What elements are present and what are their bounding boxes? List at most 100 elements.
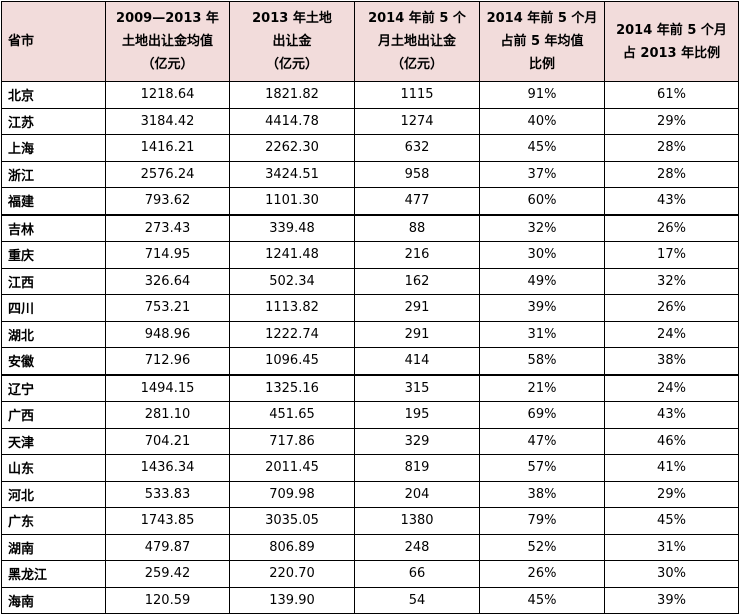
cell-province: 上海 [1, 134, 106, 162]
header-line: 2013 年土地 [252, 11, 332, 26]
header-line: 2009—2013 年 [116, 11, 219, 26]
table-row: 湖北 948.96 1222.74 291 31% 24% [1, 320, 739, 348]
table-row: 吉林 273.43 339.48 88 32% 26% [1, 213, 739, 242]
cell-avg-2009-2013: 714.95 [105, 241, 230, 269]
header-line: 月土地出让金 [377, 34, 456, 49]
cell-ratio-avg: 40% [479, 107, 605, 135]
cell-first5m-2014: 248 [354, 533, 480, 561]
cell-avg-2009-2013: 273.43 [105, 213, 230, 242]
cell-province: 广西 [1, 401, 106, 429]
table-row: 福建 793.62 1101.30 477 60% 43% [1, 187, 739, 215]
table-header: 省市 2009—2013 年 土地出让金均值 （亿元） 2013 年土地 出让金… [1, 1, 739, 82]
cell-ratio-2013: 29% [604, 107, 739, 135]
cell-ratio-avg: 31% [479, 320, 605, 348]
cell-ratio-avg: 45% [479, 134, 605, 162]
header-line: 比例 [528, 57, 555, 72]
header-line: （亿元） [390, 57, 443, 72]
cell-first5m-2014: 88 [354, 213, 480, 242]
cell-ratio-2013: 61% [604, 81, 739, 109]
cell-province: 辽宁 [1, 373, 106, 402]
cell-ratio-avg: 69% [479, 401, 605, 429]
cell-avg-2009-2013: 281.10 [105, 401, 230, 429]
table-row: 四川 753.21 1113.82 291 39% 26% [1, 294, 739, 322]
cell-first5m-2014: 958 [354, 160, 480, 188]
cell-avg-2009-2013: 326.64 [105, 267, 230, 295]
cell-first5m-2014: 54 [354, 586, 480, 614]
table-row: 安徽 712.96 1096.45 414 58% 38% [1, 347, 739, 375]
table-row: 湖南 479.87 806.89 248 52% 31% [1, 533, 739, 561]
cell-province: 安徽 [1, 347, 106, 375]
cell-ratio-avg: 91% [479, 81, 605, 109]
cell-avg-2009-2013: 120.59 [105, 586, 230, 614]
cell-ratio-2013: 26% [604, 294, 739, 322]
cell-ratio-2013: 24% [604, 320, 739, 348]
cell-avg-2009-2013: 753.21 [105, 294, 230, 322]
header-row: 省市 2009—2013 年 土地出让金均值 （亿元） 2013 年土地 出让金… [1, 1, 739, 82]
cell-2013: 3035.05 [229, 507, 355, 535]
cell-ratio-2013: 38% [604, 347, 739, 375]
cell-ratio-2013: 32% [604, 267, 739, 295]
cell-2013: 1101.30 [229, 187, 355, 215]
cell-first5m-2014: 1115 [354, 81, 480, 109]
cell-province: 江苏 [1, 107, 106, 135]
cell-avg-2009-2013: 948.96 [105, 320, 230, 348]
table-row: 广东 1743.85 3035.05 1380 79% 45% [1, 507, 739, 535]
cell-first5m-2014: 291 [354, 320, 480, 348]
cell-first5m-2014: 414 [354, 347, 480, 375]
cell-first5m-2014: 195 [354, 401, 480, 429]
cell-ratio-avg: 26% [479, 560, 605, 588]
cell-ratio-avg: 37% [479, 160, 605, 188]
table-row: 上海 1416.21 2262.30 632 45% 28% [1, 134, 739, 162]
cell-2013: 1113.82 [229, 294, 355, 322]
cell-ratio-avg: 45% [479, 586, 605, 614]
cell-avg-2009-2013: 712.96 [105, 347, 230, 375]
header-line: 省市 [8, 34, 35, 49]
cell-2013: 1222.74 [229, 320, 355, 348]
cell-province: 黑龙江 [1, 560, 106, 588]
table-row: 江苏 3184.42 4414.78 1274 40% 29% [1, 107, 739, 135]
cell-2013: 2011.45 [229, 454, 355, 482]
cell-2013: 1096.45 [229, 347, 355, 375]
table-row: 山东 1436.34 2011.45 819 57% 41% [1, 454, 739, 482]
header-ratio-avg: 2014 年前 5 个月 占前 5 年均值 比例 [479, 1, 605, 82]
cell-2013: 339.48 [229, 213, 355, 242]
cell-avg-2009-2013: 259.42 [105, 560, 230, 588]
table-row: 广西 281.10 451.65 195 69% 43% [1, 401, 739, 429]
header-2013: 2013 年土地 出让金 （亿元） [229, 1, 355, 82]
cell-first5m-2014: 216 [354, 241, 480, 269]
cell-province: 江西 [1, 267, 106, 295]
cell-province: 湖北 [1, 320, 106, 348]
cell-ratio-2013: 28% [604, 160, 739, 188]
cell-province: 浙江 [1, 160, 106, 188]
table-row: 黑龙江 259.42 220.70 66 26% 30% [1, 560, 739, 588]
cell-first5m-2014: 162 [354, 267, 480, 295]
cell-ratio-2013: 28% [604, 134, 739, 162]
cell-avg-2009-2013: 704.21 [105, 427, 230, 455]
cell-province: 广东 [1, 507, 106, 535]
cell-province: 福建 [1, 187, 106, 215]
cell-ratio-avg: 38% [479, 480, 605, 508]
cell-ratio-avg: 32% [479, 213, 605, 242]
cell-2013: 139.90 [229, 586, 355, 614]
header-line: 出让金 [272, 34, 312, 49]
cell-2013: 2262.30 [229, 134, 355, 162]
cell-avg-2009-2013: 3184.42 [105, 107, 230, 135]
cell-ratio-2013: 41% [604, 454, 739, 482]
cell-province: 海南 [1, 586, 106, 614]
cell-ratio-avg: 60% [479, 187, 605, 215]
cell-province: 天津 [1, 427, 106, 455]
cell-province: 山东 [1, 454, 106, 482]
table-row: 海南 120.59 139.90 54 45% 39% [1, 586, 739, 614]
cell-first5m-2014: 291 [354, 294, 480, 322]
header-first5m-2014: 2014 年前 5 个 月土地出让金 （亿元） [354, 1, 480, 82]
table-row: 辽宁 1494.15 1325.16 315 21% 24% [1, 373, 739, 402]
cell-ratio-avg: 79% [479, 507, 605, 535]
cell-ratio-2013: 30% [604, 560, 739, 588]
header-line: 2014 年前 5 个月 [616, 22, 727, 38]
cell-ratio-2013: 17% [604, 241, 739, 269]
cell-avg-2009-2013: 1436.34 [105, 454, 230, 482]
cell-avg-2009-2013: 2576.24 [105, 160, 230, 188]
cell-ratio-avg: 30% [479, 241, 605, 269]
cell-first5m-2014: 329 [354, 427, 480, 455]
